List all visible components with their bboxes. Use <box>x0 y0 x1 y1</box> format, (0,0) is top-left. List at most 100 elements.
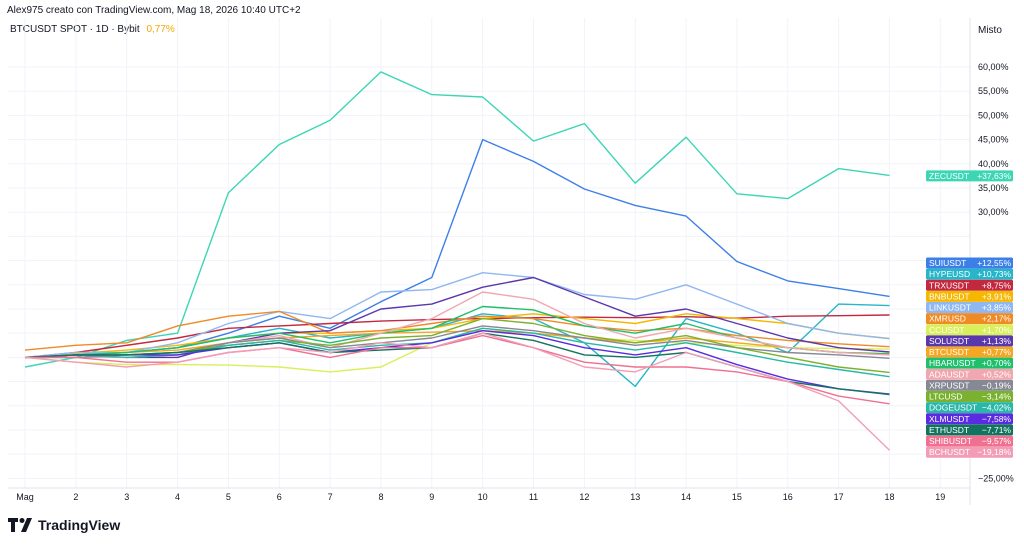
series-tag-hbarusdt: HBARUSDT +0,70% <box>926 357 1013 369</box>
series-tag-xlmusdt: XLMUSDT −7,58% <box>926 413 1013 425</box>
series-line-suiusdt <box>24 138 890 359</box>
price-scale-mode[interactable]: Misto <box>978 25 1002 36</box>
symbol-change: 0,77% <box>146 24 175 35</box>
series-tag-change: +8,75% <box>982 280 1012 290</box>
series-tag-change: +3,85% <box>982 303 1012 313</box>
chart-series-lines <box>24 71 890 451</box>
symbol-name: BTCUSDT SPOT · 1D · Bybit <box>10 24 140 35</box>
series-tag-linkusdt: LINKUSDT +3,85% <box>926 302 1013 314</box>
x-tick-label: 17 <box>834 492 844 502</box>
series-line-xlmusdt <box>24 330 890 395</box>
series-tag-name: ZECUSDT <box>929 171 969 181</box>
series-tag-ltcusd: LTCUSD −3,14% <box>926 391 1013 403</box>
y-tick-label: 40,00% <box>978 159 1009 169</box>
x-tick-label: 19 <box>935 492 945 502</box>
series-tag-change: +10,73% <box>977 269 1011 279</box>
brand-name: TradingView <box>38 517 121 533</box>
series-tag-name: BCHUSDT <box>929 447 970 457</box>
series-line-bchusdt <box>24 332 890 451</box>
series-tag-change: +37,63% <box>977 171 1011 181</box>
series-tag-change: −9,57% <box>982 436 1012 446</box>
symbol-legend[interactable]: BTCUSDT SPOT · 1D · Bybit 0,77% <box>10 24 175 35</box>
series-tag-trxusdt: TRXUSDT +8,75% <box>926 279 1013 291</box>
series-tag-name: TRXUSDT <box>929 280 969 290</box>
series-tag-change: −7,58% <box>982 414 1012 424</box>
series-tag-name: SHIBUSDT <box>929 436 972 446</box>
series-tag-solusdt: SOLUSDT +1,13% <box>926 335 1013 347</box>
series-tag-name: LINKUSDT <box>929 303 971 313</box>
series-line-solusdt <box>24 276 890 359</box>
x-tick-label: 15 <box>732 492 742 502</box>
x-tick-label: 12 <box>579 492 589 502</box>
series-tag-change: +12,55% <box>977 258 1011 268</box>
x-tick-label: 7 <box>328 492 333 502</box>
series-tag-suiusdt: SUIUSDT +12,55% <box>926 257 1013 269</box>
x-tick-label: 16 <box>783 492 793 502</box>
series-tag-xmrusd: XMRUSD +2,17% <box>926 313 1013 325</box>
series-tag-shibusdt: SHIBUSDT −9,57% <box>926 435 1013 447</box>
series-tag-dogeusdt: DOGEUSDT −4,02% <box>926 402 1013 414</box>
y-tick-label: 45,00% <box>978 135 1009 145</box>
x-tick-label: 3 <box>124 492 129 502</box>
series-tag-change: +0,77% <box>982 347 1012 357</box>
series-tag-change: +2,17% <box>982 314 1012 324</box>
series-line-linkusdt <box>24 272 890 359</box>
series-tag-name: SUIUSDT <box>929 258 966 268</box>
series-tag-name: DOGEUSDT <box>929 403 977 413</box>
y-tick-label: 60,00% <box>978 62 1009 72</box>
y-tick-label: 35,00% <box>978 183 1009 193</box>
series-value-tags: ZECUSDT +37,63% SUIUSDT +12,55% HYPEUSD +10,7… <box>926 170 1013 458</box>
x-tick-label: 5 <box>226 492 231 502</box>
y-tick-label: 30,00% <box>978 207 1009 217</box>
tradingview-logo[interactable]: TradingView <box>8 517 120 533</box>
y-tick-label: 55,00% <box>978 86 1009 96</box>
series-tag-ccusdt: CCUSDT +1,70% <box>926 324 1013 336</box>
series-tag-name: BTCUSDT <box>929 347 969 357</box>
x-tick-label: 13 <box>630 492 640 502</box>
series-tag-change: +0,52% <box>982 369 1012 379</box>
series-tag-name: XLMUSDT <box>929 414 970 424</box>
series-tag-zecusdt: ZECUSDT +37,63% <box>926 170 1013 182</box>
x-tick-label: 8 <box>378 492 383 502</box>
series-tag-change: −3,14% <box>982 392 1012 402</box>
series-tag-bnbusdt: BNBUSDT +3,91% <box>926 290 1013 302</box>
series-line-xmrusd <box>24 310 890 351</box>
series-tag-btcusdt: BTCUSDT +0,77% <box>926 346 1013 358</box>
series-tag-name: HYPEUSD <box>929 269 970 279</box>
series-tag-change: +3,91% <box>982 291 1012 301</box>
series-tag-change: +1,13% <box>982 336 1012 346</box>
series-tag-change: +1,70% <box>982 325 1012 335</box>
series-tag-name: CCUSDT <box>929 325 964 335</box>
series-line-bnbusdt <box>24 313 890 359</box>
series-tag-xrpusdt: XRPUSDT −0,19% <box>926 379 1013 391</box>
series-tag-change: −19,18% <box>977 447 1011 457</box>
series-tag-name: ADAUSDT <box>929 369 970 379</box>
series-tag-change: −0,19% <box>982 380 1012 390</box>
tradingview-logo-icon <box>8 518 32 532</box>
series-tag-ethusdt: ETHUSDT −7,71% <box>926 424 1013 436</box>
series-tag-bchusdt: BCHUSDT −19,18% <box>926 446 1013 458</box>
series-tag-name: XMRUSD <box>929 314 966 324</box>
y-tick-label: −25,00% <box>978 473 1014 483</box>
series-tag-name: LTCUSD <box>929 392 962 402</box>
series-tag-change: −7,71% <box>982 425 1012 435</box>
chart-grid <box>8 18 970 488</box>
y-tick-label: 50,00% <box>978 110 1009 120</box>
x-tick-label: 9 <box>429 492 434 502</box>
series-line-trxusdt <box>24 314 890 359</box>
series-tag-change: +0,70% <box>982 358 1012 368</box>
series-tag-adausdt: ADAUSDT +0,52% <box>926 368 1013 380</box>
x-tick-label: 6 <box>277 492 282 502</box>
series-tag-name: XRPUSDT <box>929 380 970 390</box>
series-tag-name: SOLUSDT <box>929 336 969 346</box>
series-line-zecusdt <box>24 71 890 368</box>
series-tag-name: BNBUSDT <box>929 291 970 301</box>
series-tag-name: HBARUSDT <box>929 358 976 368</box>
x-tick-label: 2 <box>73 492 78 502</box>
x-tick-label: 14 <box>681 492 691 502</box>
x-tick-label: 11 <box>529 492 538 502</box>
x-tick-label: 18 <box>884 492 894 502</box>
series-tag-change: −4,02% <box>982 403 1012 413</box>
series-tag-hypeusd: HYPEUSD +10,73% <box>926 268 1013 280</box>
